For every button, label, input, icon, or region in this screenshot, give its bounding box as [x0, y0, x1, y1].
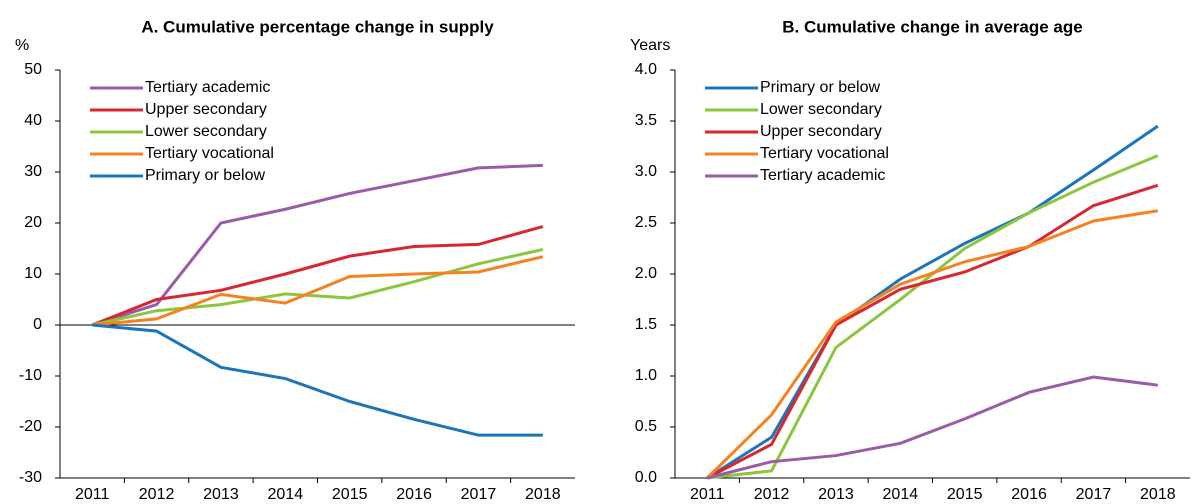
- x-tick-label: 2018: [1140, 486, 1176, 503]
- y-tick-label: 50: [24, 61, 42, 78]
- y-tick-label: 0: [33, 316, 42, 333]
- legend-label: Tertiary vocational: [760, 145, 889, 162]
- legend-label: Lower secondary: [145, 123, 267, 140]
- x-tick-label: 2011: [75, 486, 110, 503]
- y-tick-label: 2.0: [635, 265, 657, 282]
- y-tick-label: -10: [19, 367, 42, 384]
- legend-label: Tertiary academic: [145, 79, 270, 96]
- y-tick-label: 4.0: [635, 61, 657, 78]
- legend-label: Primary or below: [760, 79, 880, 96]
- chart-title: A. Cumulative percentage change in suppl…: [141, 17, 494, 36]
- y-tick-label: 0.0: [635, 469, 657, 486]
- y-axis-label: Years: [630, 37, 670, 54]
- x-tick-label: 2013: [203, 486, 239, 503]
- x-tick-label: 2011: [690, 486, 725, 503]
- y-tick-label: 40: [24, 112, 42, 129]
- legend-label: Tertiary academic: [760, 167, 885, 184]
- legend-label: Upper secondary: [760, 123, 882, 140]
- x-tick-label: 2016: [1011, 486, 1047, 503]
- x-tick-label: 2013: [818, 486, 854, 503]
- y-tick-label: 0.5: [635, 418, 657, 435]
- x-tick-label: 2012: [754, 486, 790, 503]
- x-tick-label: 2017: [461, 486, 497, 503]
- x-tick-label: 2017: [1076, 486, 1112, 503]
- series-line: [706, 124, 1159, 480]
- y-axis-label: %: [15, 37, 29, 54]
- x-tick-label: 2016: [396, 486, 432, 503]
- y-tick-label: 2.5: [635, 214, 657, 231]
- x-tick-label: 2014: [883, 486, 919, 503]
- series-line: [91, 225, 544, 327]
- series-line: [91, 248, 544, 327]
- series-line: [706, 183, 1159, 480]
- y-tick-label: -20: [19, 418, 42, 435]
- y-tick-label: -30: [19, 469, 42, 486]
- x-tick-label: 2018: [525, 486, 561, 503]
- y-tick-label: 1.0: [635, 367, 657, 384]
- x-tick-label: 2012: [139, 486, 175, 503]
- x-tick-label: 2015: [332, 486, 368, 503]
- legend-label: Tertiary vocational: [145, 145, 274, 162]
- y-tick-label: 3.0: [635, 163, 657, 180]
- y-tick-label: 3.5: [635, 112, 657, 129]
- series-line: [706, 209, 1159, 480]
- legend-label: Primary or below: [145, 167, 265, 184]
- chart-title: B. Cumulative change in average age: [782, 17, 1082, 36]
- legend-label: Lower secondary: [760, 101, 882, 118]
- x-tick-label: 2014: [268, 486, 304, 503]
- x-tick-label: 2015: [947, 486, 983, 503]
- series-line: [92, 323, 543, 437]
- y-tick-label: 10: [24, 265, 42, 282]
- series-line: [91, 163, 543, 327]
- series-line: [92, 255, 544, 327]
- y-tick-label: 20: [24, 214, 42, 231]
- legend-label: Upper secondary: [145, 101, 267, 118]
- y-tick-label: 30: [24, 163, 42, 180]
- series-line: [706, 375, 1158, 480]
- y-tick-label: 1.5: [635, 316, 657, 333]
